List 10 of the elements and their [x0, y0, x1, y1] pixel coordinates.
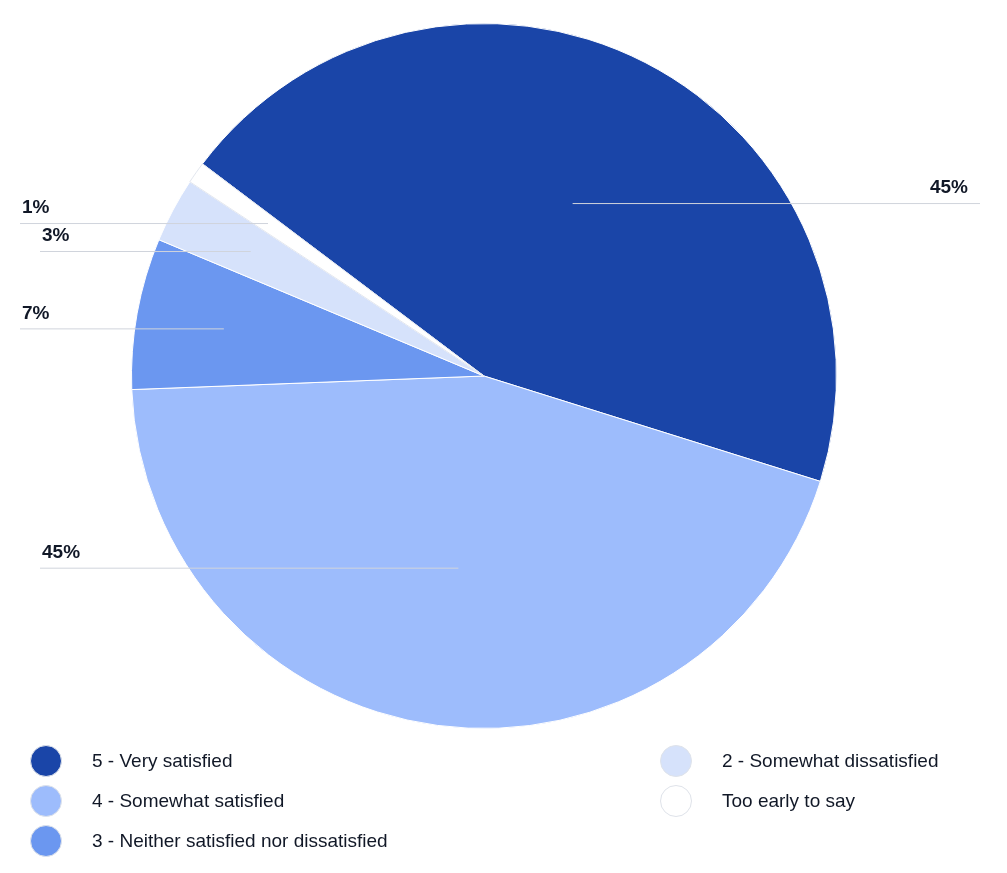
legend-label: 2 - Somewhat dissatisfied — [722, 750, 939, 772]
data-label: 45% — [929, 176, 969, 198]
data-label: 1% — [22, 196, 50, 218]
data-label: 7% — [22, 301, 50, 323]
data-label: 3% — [42, 224, 70, 246]
legend-label: 4 - Somewhat satisfied — [92, 790, 285, 812]
legend-label: 5 - Very satisfied — [92, 750, 233, 772]
legend-label: 3 - Neither satisfied nor dissatisfied — [92, 830, 388, 852]
legend-label: Too early to say — [722, 790, 856, 812]
data-label: 45% — [42, 540, 81, 562]
